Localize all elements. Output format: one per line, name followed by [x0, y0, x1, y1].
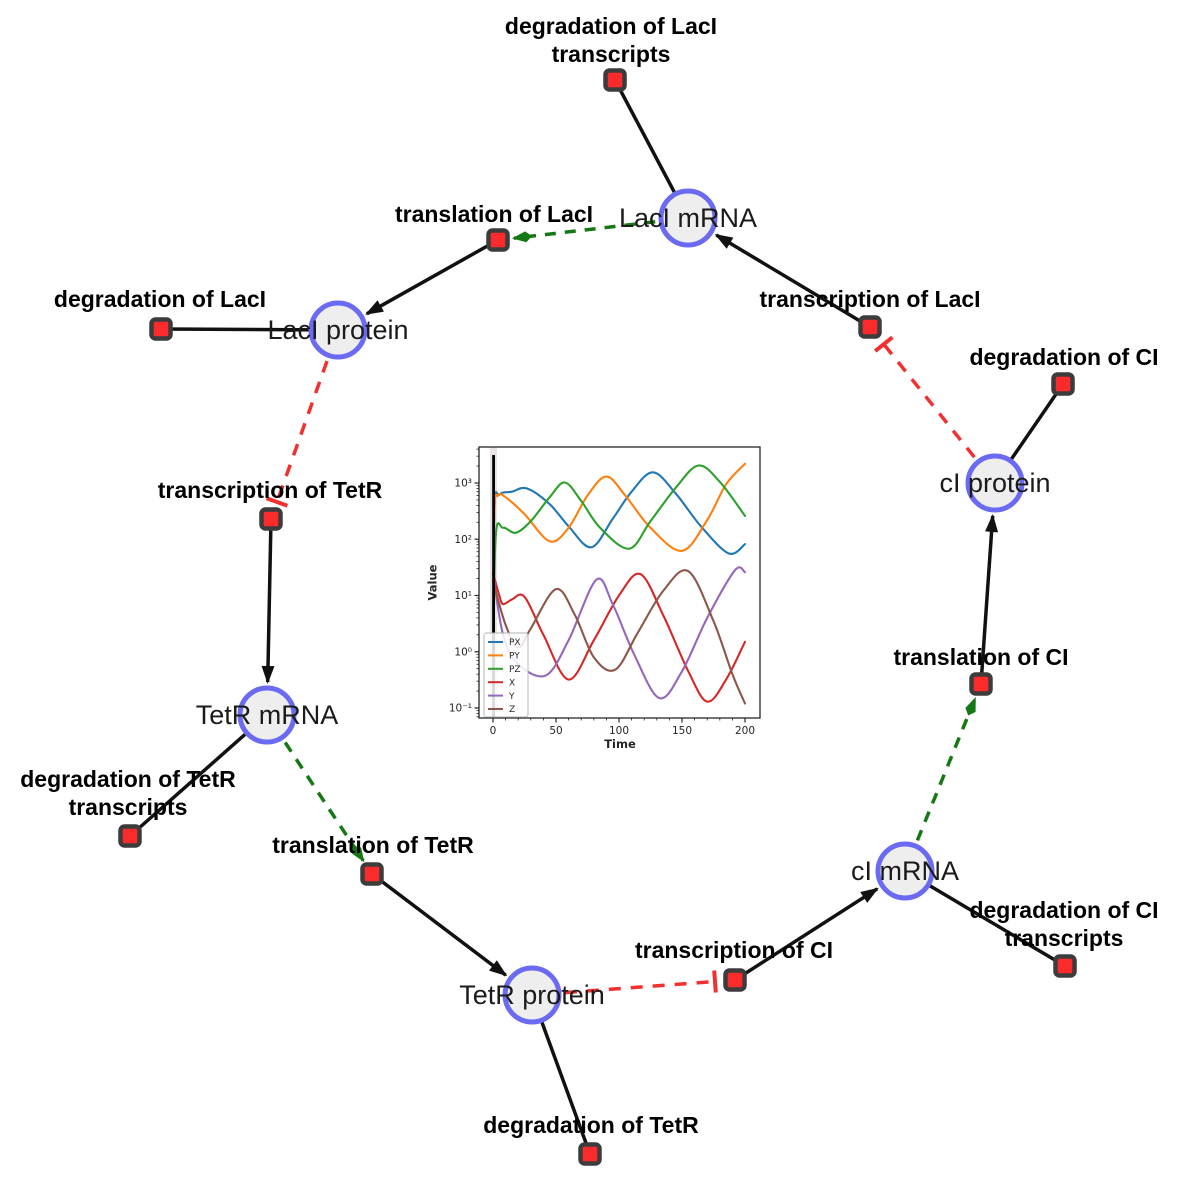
legend-box	[483, 632, 529, 718]
reaction-label-degradation-tetr: degradation of TetR	[483, 1112, 699, 1138]
reaction-node-transcription-tetr[interactable]	[259, 507, 283, 531]
reaction-node-degradation-laci[interactable]	[149, 317, 173, 341]
edge-laci-protein-inhibits-transcription-tetr	[275, 360, 329, 503]
reaction-node-transcription-laci[interactable]	[858, 315, 882, 339]
series-curve-X	[491, 572, 747, 703]
reaction-label-degradation-ci-transcripts-line2: transcripts	[1005, 925, 1124, 951]
reaction-nodes-layer	[118, 68, 1077, 1166]
edge-tetr-mrna-to-degradation-transcripts	[128, 713, 269, 838]
reaction-node-translation-ci[interactable]	[969, 672, 993, 696]
reaction-label-degradation-tetr-transcripts-line2: transcripts	[69, 794, 188, 820]
reaction-label-degradation-laci: degradation of LacI	[54, 286, 266, 312]
edge-transcription-ci-to-ci-mrna	[734, 887, 879, 982]
edge-translation-tetr-to-tetr-protein	[370, 872, 508, 977]
species-node-ci-protein[interactable]	[965, 453, 1025, 513]
labels-layer: LacI mRNA LacI protein TetR mRNA TetR pr…	[20, 13, 1158, 1138]
y-axis-label: Value	[426, 564, 440, 600]
reaction-label-translation-laci: translation of LacI	[395, 201, 593, 227]
legend-label-PY: PY	[509, 652, 520, 662]
edge-translation-ci-to-ci-protein	[979, 513, 999, 685]
edge-laci-mrna-activates-translation	[511, 220, 656, 243]
reaction-label-transcription-laci: transcription of LacI	[759, 286, 980, 312]
y-tick-label: 10⁰	[454, 646, 472, 658]
edge-transcription-laci-to-laci-mrna	[714, 233, 871, 329]
reaction-node-degradation-laci-transcripts[interactable]	[603, 68, 627, 92]
reaction-node-degradation-tetr-transcripts[interactable]	[118, 824, 142, 848]
x-axis-label: Time	[604, 737, 636, 751]
legend-label-X: X	[509, 678, 515, 688]
reaction-label-degradation-laci-transcripts-line1: degradation of LacI	[505, 13, 717, 39]
x-tick-label: 150	[672, 725, 692, 737]
x-tick-label: 0	[490, 725, 497, 737]
species-label-laci-mrna: LacI mRNA	[619, 203, 757, 233]
reaction-label-degradation-laci-transcripts-line2: transcripts	[552, 41, 671, 67]
reaction-node-translation-tetr[interactable]	[360, 862, 384, 886]
edge-ci-mrna-to-degradation-transcripts	[904, 869, 1066, 968]
legend-label-PX: PX	[509, 638, 521, 648]
species-label-laci-protein: LacI protein	[267, 315, 408, 345]
inhibition-tbar-icon	[265, 496, 289, 508]
reaction-label-translation-tetr: translation of TetR	[272, 832, 474, 858]
reaction-node-transcription-ci[interactable]	[723, 968, 747, 992]
species-node-laci-protein[interactable]	[308, 300, 368, 360]
edge-laci-protein-to-degradation	[160, 327, 339, 332]
y-tick-label: 10¹	[454, 590, 472, 602]
reaction-node-degradation-tetr[interactable]	[578, 1142, 602, 1166]
species-label-ci-mrna: cI mRNA	[851, 856, 959, 886]
edge-tetr-mrna-activates-translation	[283, 741, 365, 863]
species-label-ci-protein: cI protein	[939, 468, 1050, 498]
reaction-label-transcription-tetr: transcription of TetR	[158, 477, 383, 503]
legend-label-Z: Z	[509, 705, 515, 715]
species-label-tetr-mrna: TetR mRNA	[196, 700, 339, 730]
y-tick-label: 10³	[454, 478, 472, 490]
reaction-label-degradation-tetr-transcripts-line1: degradation of TetR	[20, 766, 236, 792]
edge-tetr-protein-inhibits-transcription-ci	[564, 979, 716, 995]
plot-ticks: 0 50 100 150 200 10⁻¹ 10⁰ 10¹ 10² 10³	[449, 448, 755, 737]
edge-ci-protein-inhibits-transcription-laci	[882, 343, 976, 459]
edge-transcription-tetr-to-tetr-mrna	[261, 518, 275, 684]
species-node-laci-mrna[interactable]	[658, 188, 718, 248]
species-label-tetr-protein: TetR protein	[459, 980, 605, 1010]
reaction-label-degradation-ci-transcripts-line1: degradation of CI	[969, 897, 1158, 923]
species-nodes-layer	[237, 188, 1025, 1025]
plot-legend: PX PY PZ XYZ	[483, 632, 529, 718]
legend-label-Y: Y	[508, 692, 515, 702]
species-node-tetr-mrna[interactable]	[237, 685, 297, 745]
simulation-plot: 0 50 100 150 200 10⁻¹ 10⁰ 10¹ 10² 10³ PX PY PZ XYZ T…	[426, 446, 761, 751]
edge-translation-laci-to-laci-protein	[365, 238, 499, 316]
species-node-tetr-protein[interactable]	[502, 965, 562, 1025]
series-curve-PZ	[491, 464, 747, 700]
reaction-node-degradation-ci[interactable]	[1051, 372, 1075, 396]
x-tick-label: 100	[609, 725, 629, 737]
x-tick-label: 50	[549, 725, 562, 737]
reaction-node-translation-laci[interactable]	[486, 228, 510, 252]
reaction-label-transcription-ci: transcription of CI	[635, 937, 833, 963]
inhibition-tbar-icon	[873, 335, 894, 353]
y-tick-label: 10²	[454, 534, 472, 546]
reaction-label-degradation-ci: degradation of CI	[969, 344, 1158, 370]
reaction-node-degradation-ci-transcripts[interactable]	[1053, 954, 1077, 978]
y-tick-label: 10⁻¹	[449, 703, 472, 715]
legend-label-PZ: PZ	[509, 665, 521, 675]
species-node-ci-mrna[interactable]	[875, 841, 935, 901]
inhibition-tbar-icon	[712, 970, 718, 993]
reaction-label-translation-ci: translation of CI	[893, 644, 1068, 670]
x-tick-label: 200	[735, 725, 755, 737]
edge-ci-mrna-activates-translation	[915, 696, 977, 842]
